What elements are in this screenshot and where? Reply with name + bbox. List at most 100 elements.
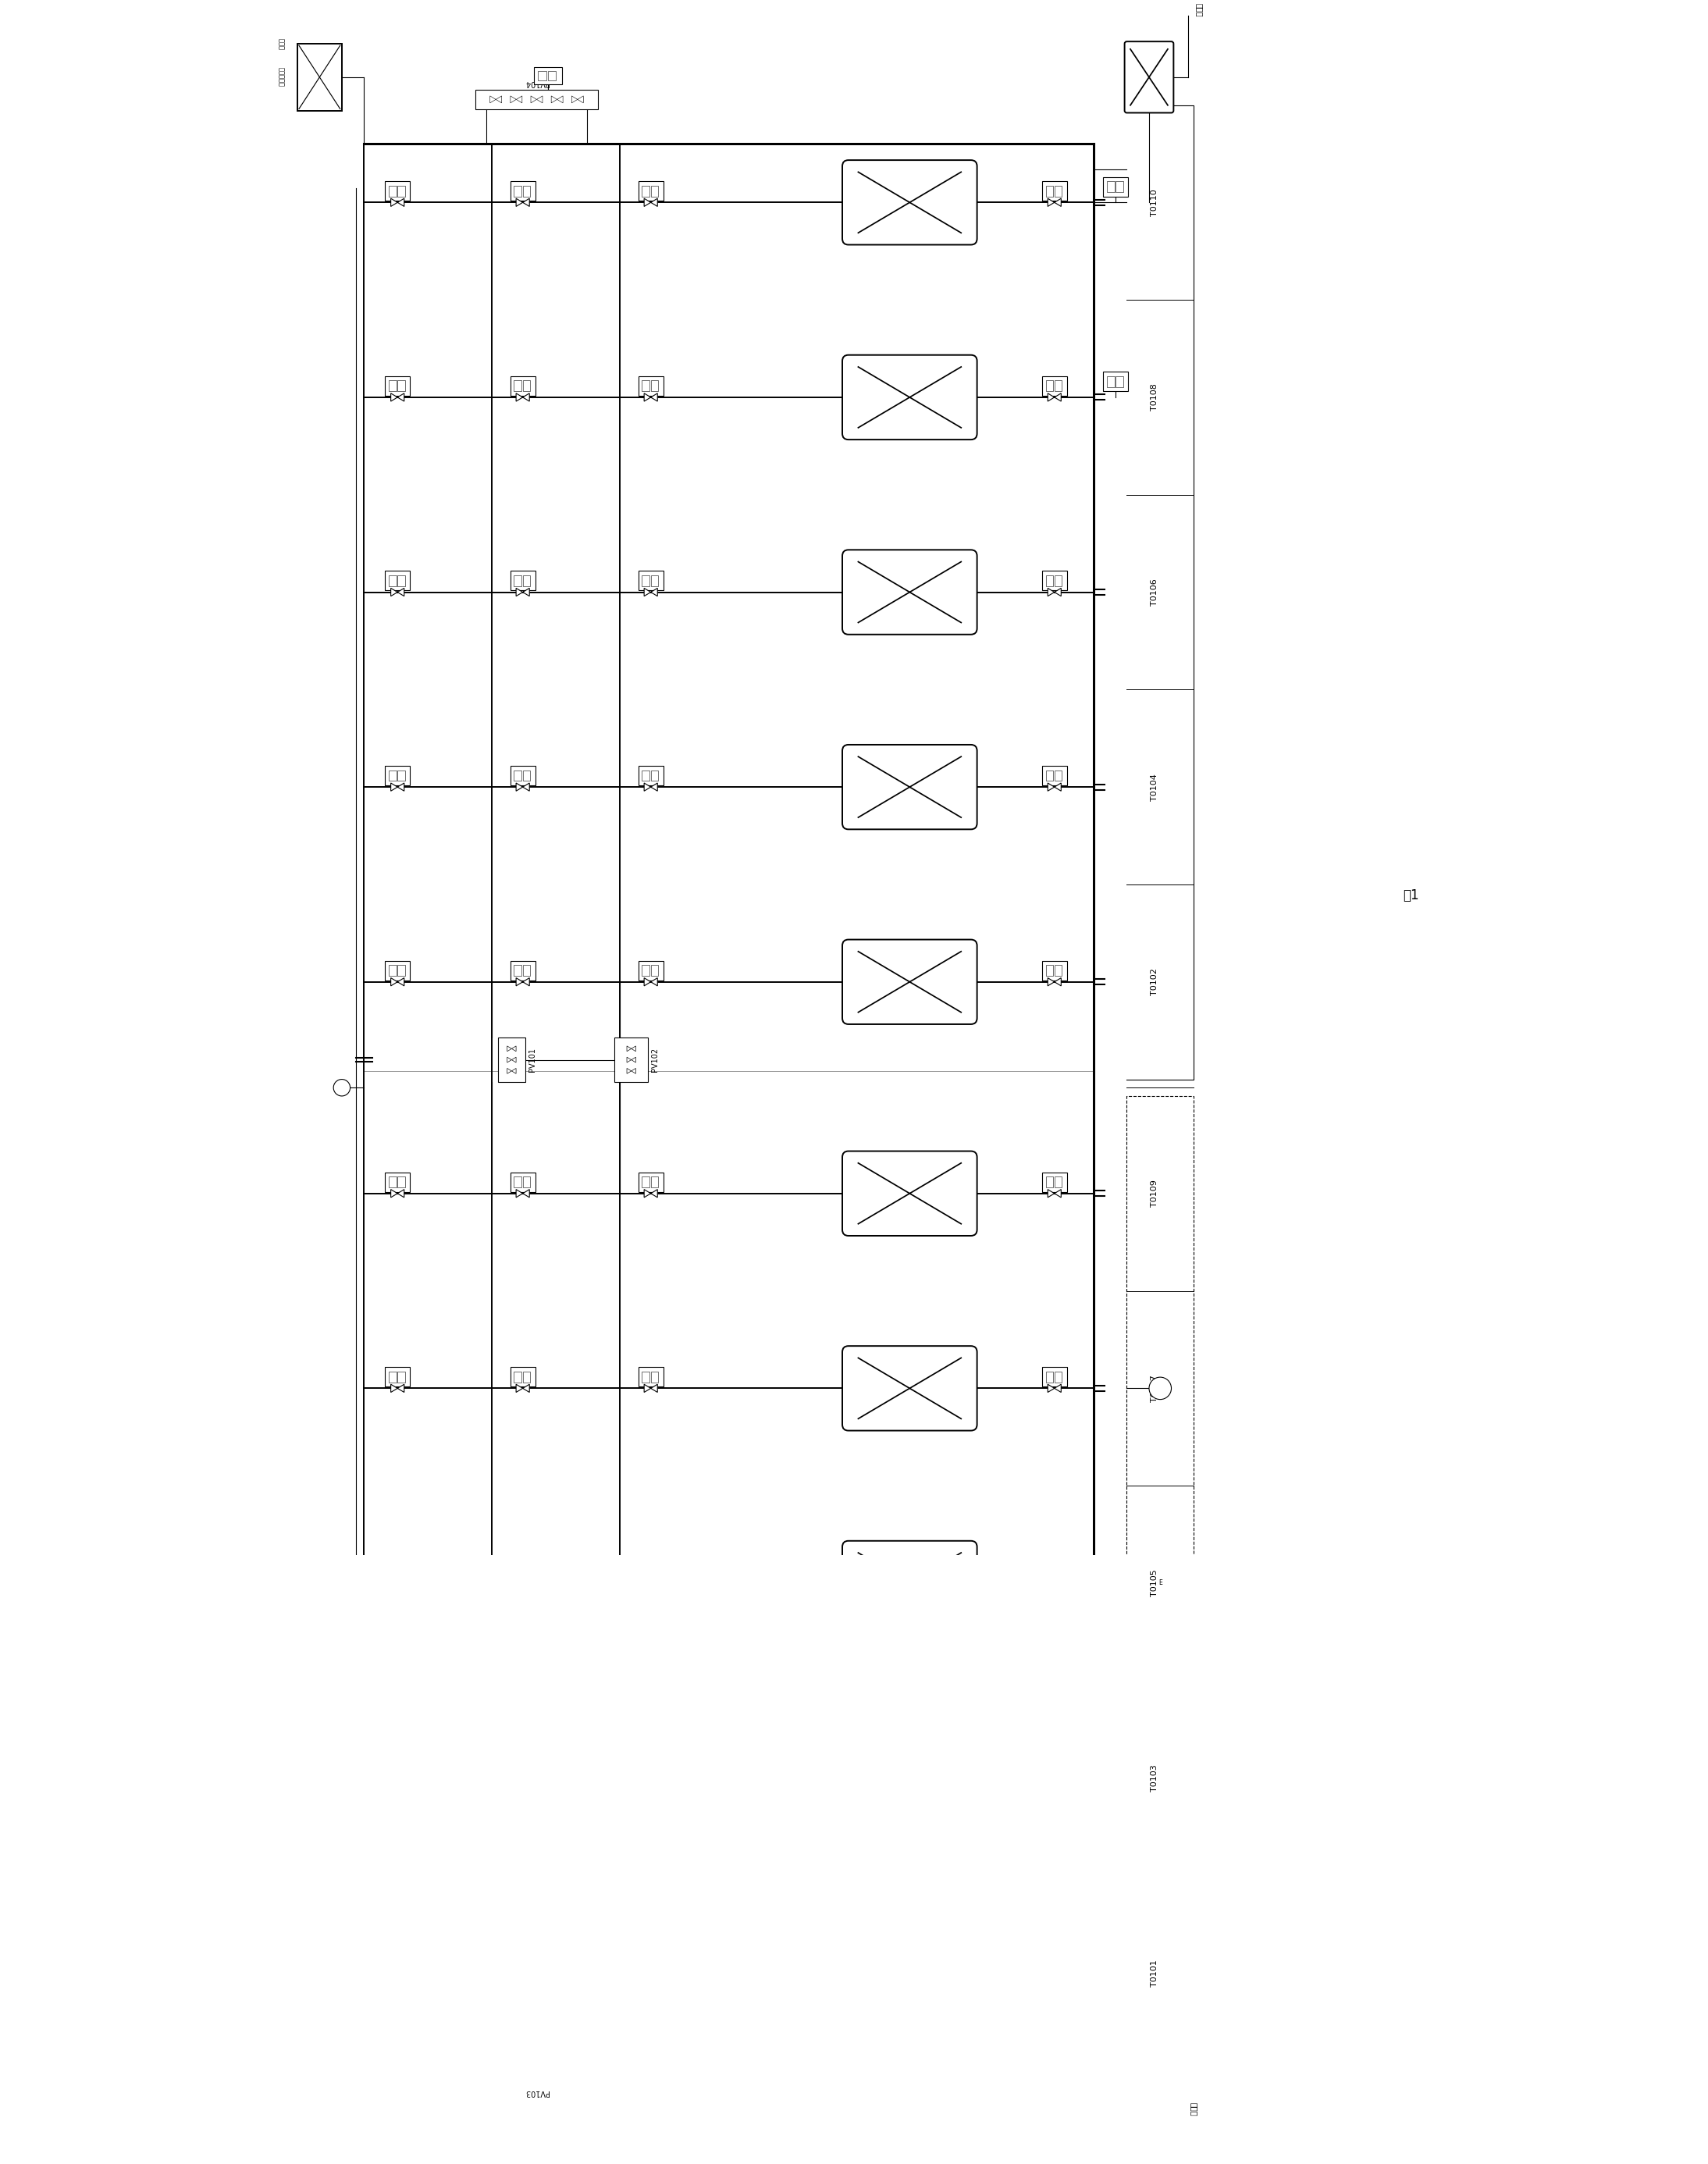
Bar — [1054, 1567, 1062, 1578]
Bar — [1045, 1956, 1054, 1967]
Polygon shape — [516, 2073, 523, 2080]
Bar — [1107, 377, 1114, 387]
FancyBboxPatch shape — [842, 744, 977, 829]
Polygon shape — [1054, 1969, 1061, 1978]
Polygon shape — [1047, 1774, 1054, 1781]
Polygon shape — [398, 1580, 405, 1586]
Polygon shape — [1054, 394, 1061, 400]
Text: T0105: T0105 — [1151, 1569, 1158, 1597]
Bar — [1042, 961, 1068, 980]
Polygon shape — [523, 1969, 529, 1978]
Bar — [511, 1952, 535, 1971]
Polygon shape — [644, 978, 651, 987]
Polygon shape — [651, 394, 658, 400]
Bar — [398, 1956, 405, 1967]
Bar — [389, 1372, 396, 1383]
Bar — [1132, 1781, 1163, 1792]
Bar — [651, 770, 658, 781]
Polygon shape — [398, 589, 405, 595]
Text: T0106: T0106 — [1151, 578, 1158, 606]
Bar — [1115, 182, 1124, 193]
Bar — [514, 381, 521, 392]
Bar — [1042, 1952, 1068, 1971]
Bar — [1042, 1173, 1068, 1192]
Bar — [639, 1173, 663, 1192]
Text: E: E — [1158, 1580, 1161, 1586]
Polygon shape — [1047, 394, 1054, 400]
Polygon shape — [644, 394, 651, 400]
Bar — [297, 43, 342, 110]
Bar — [398, 965, 405, 976]
Polygon shape — [1047, 1969, 1054, 1978]
Circle shape — [1149, 1376, 1172, 1400]
Bar — [639, 377, 663, 396]
Bar — [639, 766, 663, 786]
Polygon shape — [557, 2073, 564, 2080]
Polygon shape — [490, 95, 495, 104]
Bar — [1127, 1095, 1194, 2071]
Polygon shape — [516, 783, 523, 792]
Bar — [511, 1173, 535, 1192]
Bar — [1054, 1761, 1062, 1772]
Polygon shape — [516, 1774, 523, 1781]
FancyBboxPatch shape — [842, 1541, 977, 1625]
Polygon shape — [523, 199, 529, 206]
FancyBboxPatch shape — [842, 160, 977, 245]
Bar — [384, 377, 410, 396]
Bar — [1045, 1372, 1054, 1383]
Bar — [1107, 182, 1114, 193]
Bar — [538, 71, 547, 80]
Polygon shape — [651, 199, 658, 206]
Polygon shape — [577, 2073, 584, 2080]
Bar — [1054, 1372, 1062, 1383]
Text: 产品气: 产品气 — [1196, 4, 1202, 17]
Bar — [398, 1177, 405, 1188]
Polygon shape — [1047, 978, 1054, 987]
Bar — [514, 1761, 521, 1772]
Bar — [651, 576, 658, 586]
Polygon shape — [523, 589, 529, 595]
Bar — [511, 766, 535, 786]
Polygon shape — [1054, 783, 1061, 792]
Polygon shape — [557, 95, 564, 104]
Bar — [1054, 381, 1062, 392]
Polygon shape — [552, 2073, 557, 2080]
Bar — [651, 1177, 658, 1188]
Bar — [1042, 182, 1068, 201]
Bar — [1054, 1956, 1062, 1967]
Polygon shape — [391, 199, 398, 206]
FancyBboxPatch shape — [842, 939, 977, 1024]
Bar — [1045, 770, 1054, 781]
Polygon shape — [495, 2073, 502, 2080]
Bar — [389, 186, 396, 197]
Polygon shape — [391, 978, 398, 987]
Text: E: E — [1158, 1385, 1161, 1391]
Polygon shape — [572, 2073, 577, 2080]
Polygon shape — [1047, 1385, 1054, 1391]
Polygon shape — [523, 1385, 529, 1391]
Bar — [1115, 377, 1124, 387]
Bar — [651, 186, 658, 197]
Polygon shape — [507, 1045, 512, 1052]
FancyBboxPatch shape — [842, 1346, 977, 1430]
Polygon shape — [398, 1969, 405, 1978]
Polygon shape — [391, 394, 398, 400]
Bar — [514, 1956, 521, 1967]
Bar — [651, 1567, 658, 1578]
Text: T0101: T0101 — [1151, 1958, 1158, 1987]
Bar — [1042, 377, 1068, 396]
Polygon shape — [512, 1069, 516, 1073]
Bar — [523, 576, 529, 586]
Text: 原料气: 原料气 — [1190, 2103, 1197, 2116]
Bar — [1132, 1764, 1163, 1774]
Bar — [384, 1952, 410, 1971]
Text: PV104: PV104 — [524, 80, 548, 87]
Polygon shape — [398, 1774, 405, 1781]
Bar — [651, 1956, 658, 1967]
Polygon shape — [516, 95, 523, 104]
Bar — [398, 186, 405, 197]
FancyBboxPatch shape — [842, 1736, 977, 1820]
Bar — [523, 965, 529, 976]
Bar — [535, 2090, 562, 2108]
Bar — [1042, 1757, 1068, 1777]
